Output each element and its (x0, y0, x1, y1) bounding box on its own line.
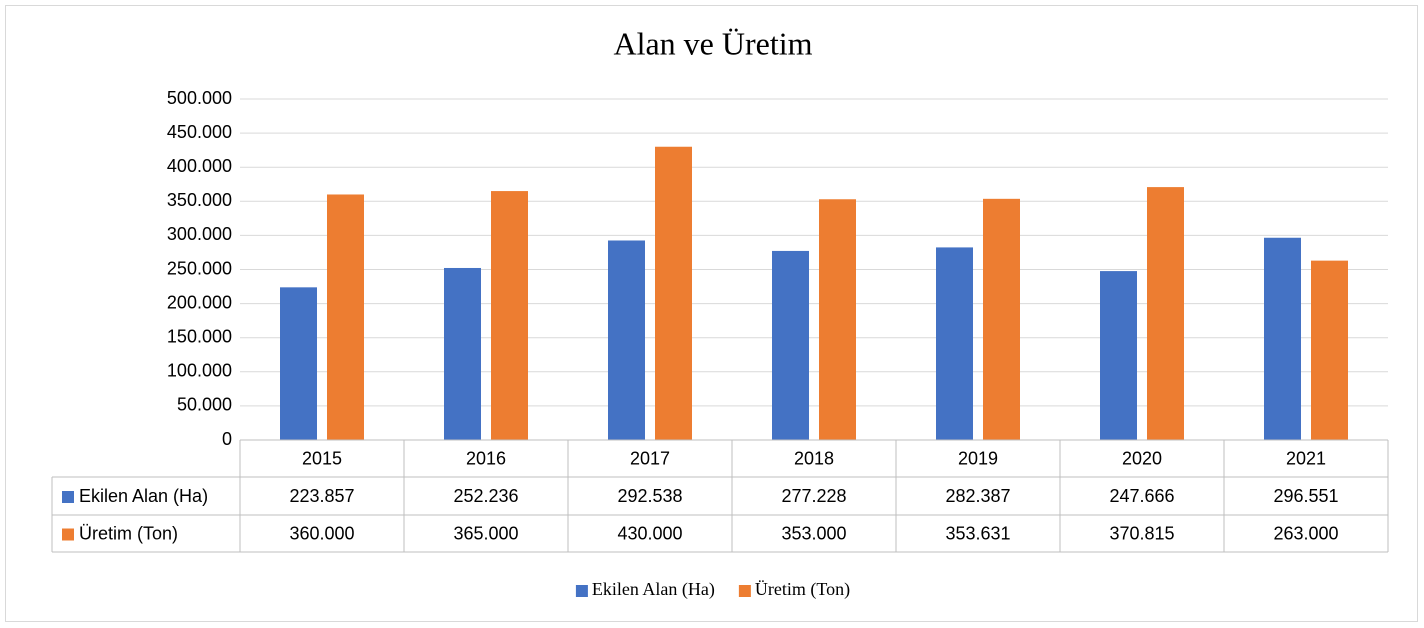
legend-label: Üretim (Ton) (755, 579, 850, 600)
table-legend-key (62, 528, 74, 541)
bar (608, 240, 645, 440)
table-legend-key (62, 491, 74, 503)
table-value: 353.631 (945, 523, 1010, 543)
table-series-name: Ekilen Alan (Ha) (79, 486, 208, 506)
table-value: 360.000 (289, 523, 354, 543)
bar (1311, 260, 1348, 440)
legend-key (738, 585, 751, 597)
chart-title: Alan ve Üretim (613, 25, 812, 61)
x-tick-label: 2021 (1286, 448, 1326, 468)
y-tick-label: 400.000 (167, 156, 232, 176)
table-value: 365.000 (453, 523, 518, 543)
bar (1147, 187, 1184, 440)
table-value: 296.551 (1273, 486, 1338, 506)
bar (327, 194, 364, 440)
x-tick-label: 2018 (794, 448, 834, 468)
bar (936, 247, 973, 440)
table-value: 370.815 (1109, 523, 1174, 543)
table-series-name: Üretim (Ton) (79, 523, 178, 543)
y-tick-label: 200.000 (167, 292, 232, 312)
x-tick-label: 2016 (466, 448, 506, 468)
bar (983, 198, 1020, 440)
table-value: 430.000 (617, 523, 682, 543)
table-value: 353.000 (781, 523, 846, 543)
y-tick-label: 450.000 (167, 122, 232, 142)
table-value: 277.228 (781, 486, 846, 506)
table-value: 282.387 (945, 486, 1010, 506)
x-tick-label: 2015 (302, 448, 342, 468)
bar (444, 267, 481, 440)
y-tick-label: 300.000 (167, 224, 232, 244)
y-tick-label: 150.000 (167, 326, 232, 346)
table-value: 223.857 (289, 486, 354, 506)
x-tick-label: 2017 (630, 448, 670, 468)
bar (1100, 271, 1137, 440)
y-tick-label: 100.000 (167, 361, 232, 381)
table-value: 252.236 (453, 486, 518, 506)
legend-label: Ekilen Alan (Ha) (592, 579, 715, 600)
y-tick-label: 500.000 (167, 88, 232, 108)
y-tick-label: 50.000 (177, 395, 232, 415)
table-value: 292.538 (617, 486, 682, 506)
bar (1264, 237, 1301, 440)
bar (655, 146, 692, 441)
table-value: 263.000 (1273, 523, 1338, 543)
y-tick-label: 0 (222, 429, 232, 449)
bar (491, 191, 528, 440)
x-tick-label: 2020 (1122, 448, 1162, 468)
legend-key (575, 585, 588, 597)
x-tick-label: 2019 (958, 448, 998, 468)
bar (280, 287, 317, 440)
bar (772, 250, 809, 440)
y-tick-label: 250.000 (167, 258, 232, 278)
table-value: 247.666 (1109, 486, 1174, 506)
bar (819, 199, 856, 440)
y-tick-label: 350.000 (167, 190, 232, 210)
